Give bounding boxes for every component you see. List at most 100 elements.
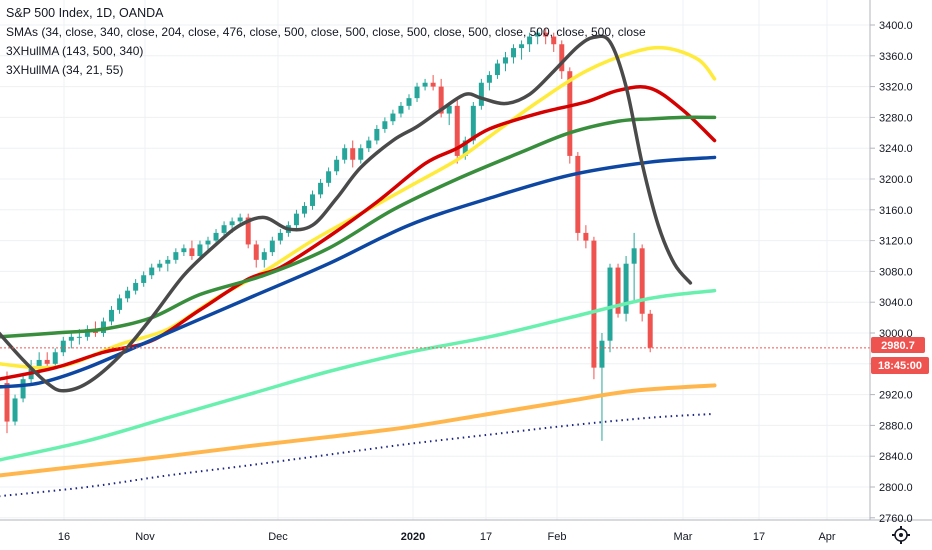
candle — [165, 256, 171, 272]
price-tick-label: 2800.0 — [879, 482, 913, 494]
price-tick-label: 2920.0 — [879, 390, 913, 402]
candle — [342, 144, 348, 164]
price-tick-label: 3360.0 — [879, 51, 913, 63]
candle — [366, 136, 372, 153]
candle — [52, 348, 58, 368]
candle — [109, 306, 115, 326]
candle — [44, 352, 50, 368]
candle — [4, 371, 10, 434]
candle — [318, 179, 324, 199]
time-tick-label: 17 — [480, 531, 492, 543]
candle — [221, 221, 227, 237]
candle — [575, 152, 581, 241]
price-tick-label: 3280.0 — [879, 112, 913, 124]
hull-ma-indicator-label-2[interactable]: 3XHullMA (34, 21, 55) — [6, 63, 124, 77]
candle — [454, 98, 460, 164]
candle — [293, 209, 299, 230]
candle — [133, 279, 139, 295]
candle — [414, 82, 420, 102]
price-tick-label: 3240.0 — [879, 143, 913, 155]
hull-ma-indicator-label-1[interactable]: 3XHullMA (143, 500, 340) — [6, 44, 144, 58]
candle — [358, 144, 364, 164]
candle — [583, 225, 589, 249]
candle — [502, 51, 508, 72]
candle — [301, 202, 307, 218]
candle — [422, 78, 428, 91]
price-tick-label: 2840.0 — [879, 451, 913, 463]
candle — [149, 263, 155, 280]
candle — [310, 190, 316, 210]
last-price-badge: 2980.7 — [871, 337, 925, 353]
candle — [551, 32, 557, 52]
time-tick-label: Dec — [268, 531, 288, 543]
candle — [398, 102, 404, 118]
settings-gear-icon[interactable] — [892, 526, 910, 544]
candle — [84, 325, 90, 341]
time-axis-labels[interactable]: 16 Nov Dec 2020 17 Feb Mar 17 Apr — [58, 531, 836, 543]
sma-indicator-label[interactable]: SMAs (34, close, 340, close, 204, close,… — [6, 25, 646, 39]
price-tick-label: 3200.0 — [879, 174, 913, 186]
candle — [374, 125, 380, 145]
candle — [269, 236, 275, 256]
price-axis-panel[interactable] — [870, 0, 932, 550]
sma-500-dotted-line — [0, 412, 715, 498]
time-tick-label: 16 — [58, 531, 70, 543]
candle — [559, 40, 565, 79]
candle — [599, 333, 605, 441]
sma-55-line — [0, 115, 717, 339]
price-tick-label: 2880.0 — [879, 420, 913, 432]
time-tick-label: Nov — [135, 531, 155, 543]
candle — [591, 236, 597, 380]
time-tick-label: Mar — [674, 531, 693, 543]
candle — [567, 67, 573, 164]
candle — [390, 109, 396, 126]
candle — [511, 44, 517, 64]
candle — [326, 167, 332, 187]
time-tick-label: 17 — [753, 531, 765, 543]
candle — [253, 240, 259, 268]
chart-legend: S&P 500 Index, 1D, OANDA SMAs (34, close… — [6, 4, 646, 80]
candle — [213, 229, 219, 245]
candle — [181, 244, 187, 256]
candle — [173, 248, 179, 264]
time-tick-label: Feb — [548, 531, 567, 543]
candle — [189, 240, 195, 260]
countdown-value: 18:45:00 — [878, 360, 922, 372]
candle — [494, 59, 500, 79]
candle — [277, 229, 283, 245]
countdown-badge: 18:45:00 — [871, 357, 929, 374]
candlesticks — [4, 28, 653, 441]
sma-500-line — [0, 383, 717, 478]
candle — [406, 94, 412, 110]
candle — [68, 333, 74, 349]
price-tick-label: 3160.0 — [879, 205, 913, 217]
candle — [334, 155, 340, 176]
price-tick-label: 3400.0 — [879, 20, 913, 32]
sma-340-line — [0, 288, 717, 462]
candle — [527, 32, 533, 52]
candle — [543, 28, 549, 45]
last-price-value: 2980.7 — [881, 340, 915, 352]
price-tick-label: 3040.0 — [879, 297, 913, 309]
candle — [623, 256, 629, 322]
candle — [117, 294, 123, 314]
candle — [647, 309, 653, 353]
time-tick-label: Apr — [818, 531, 835, 543]
candle — [261, 248, 267, 268]
time-tick-label: 2020 — [401, 531, 425, 543]
candle — [519, 40, 525, 60]
sma-143-line — [0, 155, 717, 389]
candle — [639, 244, 645, 322]
candle — [100, 317, 106, 337]
candle — [430, 75, 436, 91]
price-tick-label: 3320.0 — [879, 82, 913, 94]
candle — [350, 140, 356, 168]
candle — [20, 375, 26, 403]
candle — [486, 71, 492, 91]
candle — [535, 28, 541, 45]
candle — [60, 336, 66, 357]
price-tick-label: 3080.0 — [879, 266, 913, 278]
sma-34-line — [0, 45, 717, 370]
symbol-title[interactable]: S&P 500 Index, 1D, OANDA — [6, 6, 164, 20]
